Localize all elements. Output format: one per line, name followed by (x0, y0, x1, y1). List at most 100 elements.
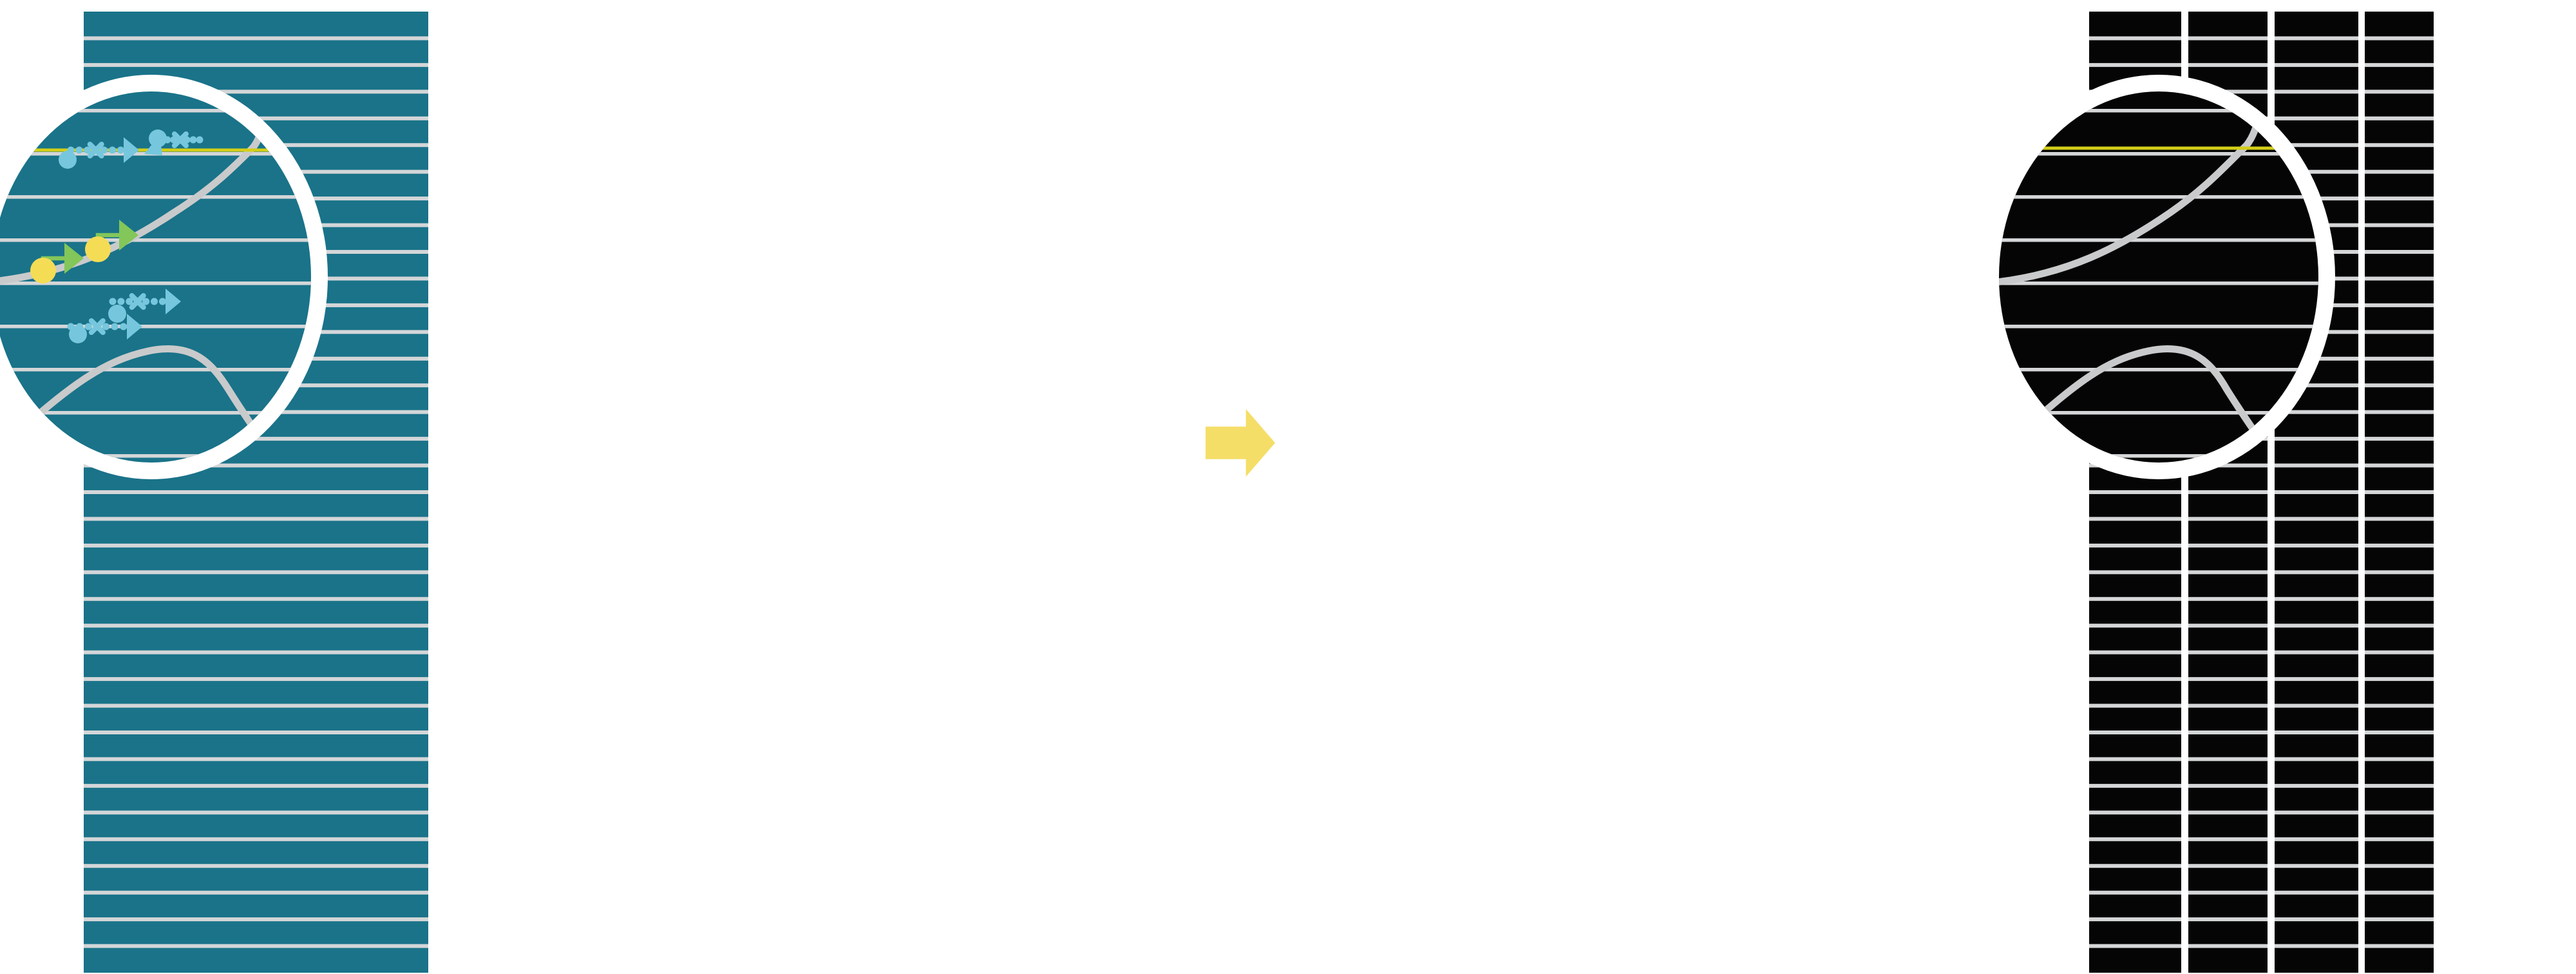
arrowhead-right (127, 314, 142, 339)
gridline (84, 597, 428, 601)
dot-marker (158, 298, 166, 305)
gridline (84, 624, 428, 628)
lens-gridline (1999, 109, 2318, 113)
gridline (84, 517, 428, 521)
lens-gridline (1999, 195, 2318, 199)
dot-marker (109, 146, 116, 154)
gridline (2089, 783, 2434, 788)
gridline (84, 36, 428, 41)
lens-gridline (1999, 152, 2318, 156)
dot-marker (117, 146, 124, 154)
gridline (84, 490, 428, 494)
gridline (84, 730, 428, 734)
lens-gridline (0, 325, 311, 329)
before-state-bar-field (0, 8, 444, 974)
cyan-origin-dot (108, 305, 126, 323)
dot-marker (109, 298, 117, 305)
gridline (84, 543, 428, 548)
gridline (84, 463, 428, 468)
dot-marker (189, 136, 197, 144)
green-step-2[interactable] (30, 243, 84, 283)
green-step-1[interactable] (85, 220, 138, 262)
x-marker (129, 293, 146, 310)
gridline (2089, 730, 2434, 734)
arrowhead-right (64, 243, 84, 274)
gridline (2089, 624, 2434, 628)
dot-marker (84, 323, 92, 330)
dot-marker (170, 136, 178, 144)
dot-marker (120, 323, 128, 330)
transition-arrow (1206, 409, 1275, 477)
x-marker (87, 142, 104, 158)
gridline (2089, 543, 2434, 548)
gridline (2089, 62, 2434, 67)
dot-marker (102, 323, 109, 330)
dot-marker (126, 298, 133, 305)
column-gap (2268, 8, 2275, 974)
gridline (2089, 677, 2434, 682)
gridline (2089, 650, 2434, 654)
x-marker (171, 131, 189, 148)
yellow-reference-line (1999, 146, 2318, 150)
gridline (2089, 703, 2434, 708)
lens-gridline (1999, 411, 2318, 415)
gridline (2089, 490, 2434, 494)
transition-arrow-shape (1206, 409, 1275, 477)
arrowhead-right (119, 220, 138, 251)
lens-gridline (1999, 282, 2318, 285)
magnifier-right-lens[interactable] (1417, 35, 2338, 488)
gridline (84, 62, 428, 67)
x-marker (88, 318, 106, 335)
column-gap (437, 8, 444, 974)
gridline (84, 703, 428, 708)
yellow-dot (30, 258, 56, 283)
lens-gridline (0, 282, 311, 285)
curve-lower-right (2025, 345, 2269, 452)
gridline (2089, 864, 2434, 868)
gridline (2089, 944, 2434, 948)
dot-marker (111, 323, 118, 330)
gridline (2089, 890, 2434, 895)
gridline (2089, 36, 2434, 41)
lens-gridline (0, 454, 311, 458)
lens-gridline (1999, 368, 2318, 372)
yellow-dot (85, 236, 111, 262)
dot-marker (142, 298, 150, 305)
gridline (84, 810, 428, 815)
cyan-track-4[interactable] (67, 314, 143, 343)
dot-marker (151, 298, 158, 305)
gridline (84, 864, 428, 868)
lens-gridline (0, 368, 311, 372)
dot-marker (84, 146, 91, 154)
gridline (84, 837, 428, 841)
lens-gridline (0, 195, 311, 199)
arrowhead-right (166, 289, 181, 314)
dot-marker (75, 146, 83, 154)
magnifier-left-lens[interactable] (0, 39, 330, 475)
lens-gridline (1999, 325, 2318, 329)
gridline (2089, 757, 2434, 761)
gridline (2089, 570, 2434, 575)
gridline (84, 944, 428, 948)
gridline (84, 917, 428, 922)
column-gap (2181, 8, 2188, 974)
cyan-track-2[interactable] (144, 129, 204, 155)
lens-gridline (0, 411, 311, 415)
column-gap (2358, 8, 2365, 974)
gridline (2089, 90, 2434, 94)
lens-gridline (1999, 454, 2318, 458)
gridline (84, 890, 428, 895)
cyan-origin-dot (149, 129, 167, 148)
cyan-origin-dot (59, 151, 77, 169)
cyan-track-1[interactable] (59, 137, 139, 169)
gridline (2089, 597, 2434, 601)
arrowhead-right (124, 137, 139, 163)
gridline (2089, 917, 2434, 922)
gridline (84, 783, 428, 788)
after-state-bar-field (1417, 8, 2434, 974)
cyan-track-3[interactable] (108, 289, 181, 323)
gridline (2089, 517, 2434, 521)
gridline (84, 677, 428, 682)
gridline (84, 757, 428, 761)
